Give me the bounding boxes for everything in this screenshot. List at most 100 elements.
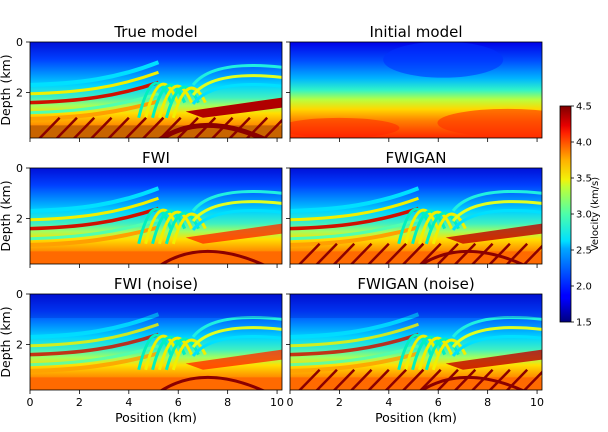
axes-frame xyxy=(289,41,543,139)
velocity-image xyxy=(290,168,542,264)
x-tick-label: 6 xyxy=(435,396,442,409)
fault-block xyxy=(38,116,61,138)
sediment-layer xyxy=(30,70,159,96)
x-axis-label: Position (km) xyxy=(375,410,457,425)
deep-arch xyxy=(157,122,268,138)
colorbar-tick-label: 4.0 xyxy=(576,138,592,149)
fold-structure xyxy=(418,336,453,371)
x-tick-label: 4 xyxy=(385,396,392,409)
basement xyxy=(290,377,542,390)
sediment-layer xyxy=(290,312,420,339)
fault-block xyxy=(453,242,477,264)
fault-block xyxy=(522,370,542,390)
panel-title: True model xyxy=(113,23,197,41)
fault-block xyxy=(245,116,269,138)
fault-block xyxy=(505,368,529,390)
fault-block xyxy=(401,242,425,264)
deep-arch xyxy=(159,375,266,390)
fault-block xyxy=(471,368,494,390)
sediment-layer xyxy=(451,200,542,223)
sediment-layer xyxy=(30,60,160,87)
colorbar-tick-label: 1.5 xyxy=(576,318,592,329)
panel-title: FWIGAN (noise) xyxy=(357,275,474,293)
sediment-layer xyxy=(191,74,282,97)
sediment-layer xyxy=(290,351,419,374)
sediment-layer xyxy=(191,316,282,338)
fold-structure xyxy=(158,84,193,119)
colorbar-label: Velocity (km/s) xyxy=(590,177,601,251)
sediment-layer xyxy=(191,64,282,86)
fault-block xyxy=(315,368,338,390)
high-velocity-wedge xyxy=(445,223,542,244)
x-tick-label: 4 xyxy=(125,396,132,409)
colorbar-tick-label: 3.5 xyxy=(576,174,592,185)
fault-block xyxy=(453,368,477,390)
noise-shading xyxy=(290,294,542,318)
x-axis-label: Position (km) xyxy=(115,410,197,425)
fault-block xyxy=(211,116,234,138)
y-tick-label: 0 xyxy=(16,162,23,175)
y-tick-label: 2 xyxy=(16,339,23,352)
panel-title: FWI xyxy=(142,149,170,167)
sediment-layer xyxy=(451,326,542,349)
fold-structure xyxy=(164,337,200,371)
y-axis-label: Depth (km) xyxy=(0,180,13,251)
sediment-layer xyxy=(191,200,282,223)
fault-block xyxy=(124,116,148,138)
x-tick-label: 0 xyxy=(287,396,294,409)
panel-fwigan: FWIGAN xyxy=(286,149,543,268)
panel-title: FWIGAN xyxy=(386,149,447,167)
basement xyxy=(30,251,282,264)
colorbar-gradient xyxy=(559,105,572,323)
panel-fwi_noise: FWI (noise) 0 2 0 2 4 6 8 10 Depth (km) Position (… xyxy=(0,275,284,425)
panel-title: Initial model xyxy=(370,23,463,41)
fault-block xyxy=(367,242,390,264)
fault-block xyxy=(332,242,356,264)
colorbar-tick-label: 2.5 xyxy=(576,246,592,257)
velocity-image xyxy=(290,294,542,390)
x-tick-label: 2 xyxy=(76,396,83,409)
panel-title: FWI (noise) xyxy=(114,275,198,293)
y-axis-label: Depth (km) xyxy=(0,306,13,377)
sediment-layer xyxy=(30,351,159,374)
noise-shading xyxy=(30,294,282,318)
x-tick-label: 2 xyxy=(336,396,343,409)
high-velocity-zone xyxy=(437,108,542,137)
axes-frame xyxy=(289,293,543,391)
fault-block xyxy=(522,244,542,264)
sediment-layer xyxy=(290,186,420,213)
y-axis-label: Depth (km) xyxy=(0,54,13,125)
fault-block xyxy=(298,242,321,264)
deep-arch xyxy=(419,375,526,390)
fold-structure xyxy=(164,85,200,119)
velocity-image xyxy=(30,42,282,138)
x-tick-label: 0 xyxy=(27,396,34,409)
basement xyxy=(30,377,282,390)
sediment-layer xyxy=(30,186,160,213)
sediment-layer xyxy=(30,80,160,105)
sediment-layer xyxy=(451,334,542,357)
colorbar-tick-label: 4.5 xyxy=(576,102,592,113)
x-tick-label: 10 xyxy=(530,396,544,409)
sediment-layer xyxy=(191,190,282,212)
sediment-layer xyxy=(451,316,542,338)
velocity-image xyxy=(290,42,542,138)
basement xyxy=(30,125,282,138)
sediment-layer xyxy=(30,322,159,348)
sediment-layer xyxy=(30,312,160,339)
fold-structure xyxy=(424,211,460,245)
fault-block xyxy=(72,116,96,138)
fault-block xyxy=(384,368,408,390)
axes-frame xyxy=(289,167,543,265)
high-velocity-wedge xyxy=(185,223,282,244)
fault-block xyxy=(367,368,390,390)
high-velocity-zone xyxy=(290,117,400,138)
velocity-image xyxy=(30,294,282,390)
sediment-layer xyxy=(191,334,282,357)
fault-block xyxy=(471,242,494,264)
fault-block xyxy=(193,116,217,138)
y-tick-label: 0 xyxy=(16,36,23,49)
